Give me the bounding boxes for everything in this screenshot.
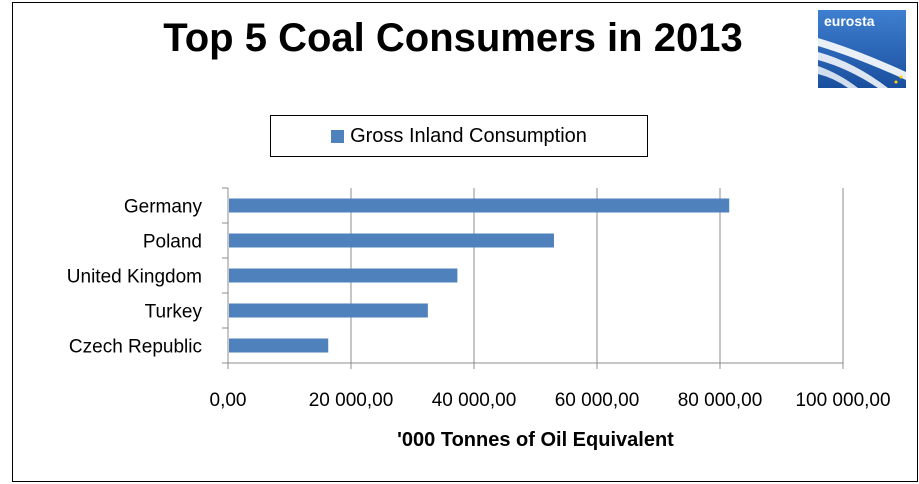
x-tick-label: 20 000,00 [309,390,394,411]
chart-legend: Gross Inland Consumption [270,115,648,157]
axes [222,187,844,369]
bars [229,198,730,353]
category-label: Czech Republic [69,337,202,358]
bar-poland [229,233,554,248]
x-tick-label: 60 000,00 [555,390,640,411]
logo-text: eurosta [824,13,875,29]
category-label: Turkey [145,302,203,323]
eurostat-logo-icon: eurosta [818,10,906,88]
bar-united-kingdom [229,268,458,283]
category-label: Germany [124,197,203,218]
category-label: Poland [143,232,202,253]
legend-swatch [331,129,345,143]
chart-title: Top 5 Coal Consumers in 2013 [163,16,743,60]
legend-label: Gross Inland Consumption [350,124,587,147]
x-tick-labels: 0,00 20 000,00 40 000,00 60 000,00 80 000,00… [210,390,891,411]
x-axis-title: '000 Tonnes of Oil Equivalent [397,429,674,451]
category-label: United Kingdom [67,267,202,288]
eurostat-logo-graphic [818,10,906,88]
bar-germany [229,198,730,213]
bar-czech-republic [229,338,329,353]
x-tick-label: 40 000,00 [432,390,517,411]
bar-turkey [229,303,428,318]
x-tick-label: 100 000,00 [795,390,890,411]
x-tick-label: 0,00 [210,390,247,411]
x-tick-label: 80 000,00 [678,390,763,411]
category-labels: Germany Poland United Kingdom Turkey Czech R… [67,197,203,358]
